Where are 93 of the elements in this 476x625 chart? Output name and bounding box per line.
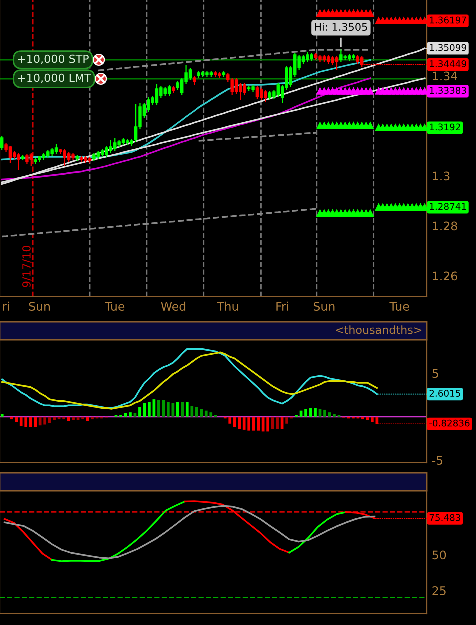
bar [324, 410, 326, 417]
candlestick [188, 67, 192, 81]
bar [82, 416, 84, 420]
annotation: Hi: 1.3505 [315, 23, 368, 32]
line-series [4, 518, 54, 561]
candlestick [0, 135, 4, 151]
candlestick [264, 89, 268, 103]
bar [276, 416, 279, 430]
ref-line-label: +10,000 LMT [18, 74, 92, 84]
data-label: 1.33383 [430, 87, 466, 94]
line-series [4, 505, 376, 560]
bar [148, 402, 151, 417]
bar [186, 402, 189, 417]
y-tick-label: 1.26 [433, 272, 458, 281]
data-label: 1.28741 [430, 203, 466, 210]
bar [314, 408, 317, 417]
candlestick [168, 84, 172, 97]
bar [72, 416, 75, 420]
candlestick [239, 82, 242, 101]
ref-line-label: +10,000 STP [18, 54, 89, 64]
bar [328, 412, 332, 417]
candlestick [63, 148, 66, 167]
y-tick-label: 1.3 [433, 172, 450, 181]
candlestick [234, 77, 238, 95]
annotation: 9/17/10 [22, 246, 32, 288]
line-series [98, 49, 372, 72]
candlestick [340, 49, 343, 63]
candlestick [17, 152, 20, 171]
point [367, 88, 374, 95]
candlestick [155, 83, 159, 106]
bar [176, 402, 180, 417]
candlestick [67, 151, 71, 163]
x-tick-label: Thu [217, 302, 238, 311]
y-tick-label: 50 [432, 550, 446, 560]
candlestick [30, 152, 34, 167]
bar [309, 408, 312, 417]
candlestick [134, 103, 138, 143]
bar [266, 416, 270, 432]
x-tick-label: Tue [390, 302, 410, 311]
bar [53, 416, 56, 420]
bar [318, 409, 322, 417]
candlestick [114, 137, 117, 152]
data-label: 75.483 [430, 514, 460, 522]
x-tick-label: Sun [29, 302, 50, 311]
bar [190, 406, 194, 417]
line-series [198, 132, 317, 142]
x-tick-label: Wed [161, 302, 186, 311]
candlestick [54, 143, 58, 155]
bar [362, 416, 364, 420]
bar [158, 400, 160, 417]
bar [333, 414, 336, 417]
bar [181, 402, 184, 417]
data-label: 1.36197 [430, 16, 466, 24]
bar [91, 416, 94, 420]
candlestick [243, 82, 247, 96]
bar [62, 416, 66, 420]
bar [138, 407, 142, 417]
point [421, 88, 427, 95]
data-label: -0.82836 [430, 420, 470, 427]
candlestick [276, 82, 280, 98]
candlestick [230, 77, 234, 96]
candlestick [109, 139, 113, 154]
y-tick-label: 1.28 [433, 222, 458, 231]
y-tick-label: 25 [432, 586, 446, 596]
bar [304, 409, 308, 417]
line-series [184, 500, 290, 554]
candlestick [8, 145, 12, 164]
x-tick-label: Fri [276, 302, 288, 311]
y-tick-label: 5 [432, 369, 438, 378]
candlestick [335, 55, 339, 71]
bar [86, 416, 90, 422]
text: 1.34449 [430, 60, 466, 68]
x-tick-label: Sun [314, 302, 335, 311]
x-tick-label: ri [3, 302, 10, 311]
line-series [288, 511, 348, 554]
line-series [51, 500, 186, 562]
chart-title: <thousandths> [336, 326, 422, 334]
bar [371, 416, 374, 422]
bar [0, 414, 4, 417]
data-label: 1.3192 [430, 124, 460, 131]
y-tick-label: 1.34 [433, 72, 458, 81]
data-label: 2.6015 [430, 390, 460, 397]
candlestick [256, 85, 260, 100]
bar [286, 416, 288, 424]
candlestick [26, 153, 29, 165]
x-tick-label: Tue [105, 302, 125, 311]
candlestick [105, 145, 108, 158]
candlestick [147, 96, 150, 113]
candlestick [306, 51, 310, 63]
y-tick-label: -5 [432, 456, 443, 466]
data-label: 1.35099 [430, 44, 466, 52]
bar [67, 416, 70, 422]
bar [129, 412, 132, 417]
